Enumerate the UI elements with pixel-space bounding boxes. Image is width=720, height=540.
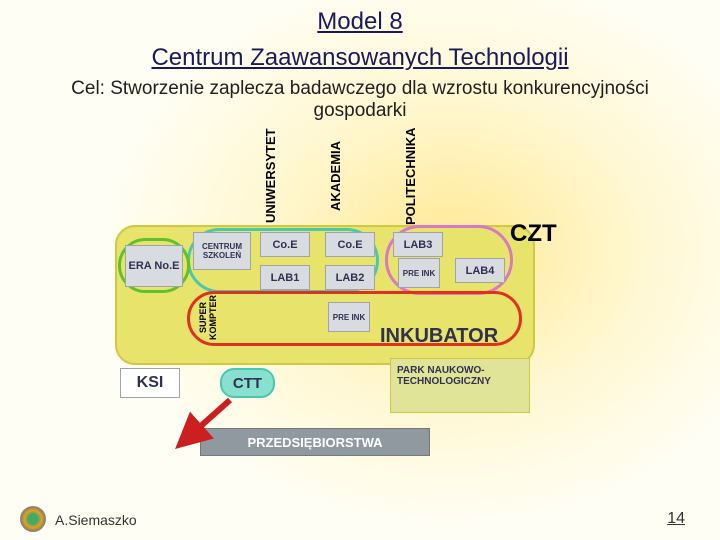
title-line1: Model 8 [0,0,720,36]
box-ctt: CTT [220,368,275,398]
footer-author: A.Siemaszko [55,512,137,528]
box-preink1: PRE INK [328,302,370,332]
diagram: UNIWERSYTET AKADEMIA POLITECHNIKA SUPER … [115,130,605,470]
page-number: 14 [667,510,685,528]
box-preink2: PRE INK [398,258,440,288]
box-ksi: KSI [120,368,180,398]
subtitle: Cel: Stworzenie zaplecza badawczego dla … [0,72,720,128]
box-lab3: LAB3 [393,232,443,257]
label-inkubator: INKUBATOR [380,325,498,348]
box-lab4: LAB4 [455,258,505,283]
box-lab1: LAB1 [260,265,310,290]
label-czt: CZT [510,220,557,248]
box-park: PARK NAUKOWO-TECHNOLOGICZNY [390,358,530,413]
label-uniwersytet: UNIWERSYTET [263,130,278,222]
box-centrum: CENTRUM SZKOLEŃ [193,232,251,270]
box-coe2: Co.E [325,232,375,257]
title-line2: Centrum Zaawansowanych Technologii [0,36,720,72]
logo-icon [20,506,46,532]
arrow-icon [185,395,245,445]
box-lab2: LAB2 [325,265,375,290]
box-era: ERA No.E [125,245,183,287]
label-akademia: AKADEMIA [328,130,343,222]
label-politechnika: POLITECHNIKA [403,130,418,222]
box-coe1: Co.E [260,232,310,257]
